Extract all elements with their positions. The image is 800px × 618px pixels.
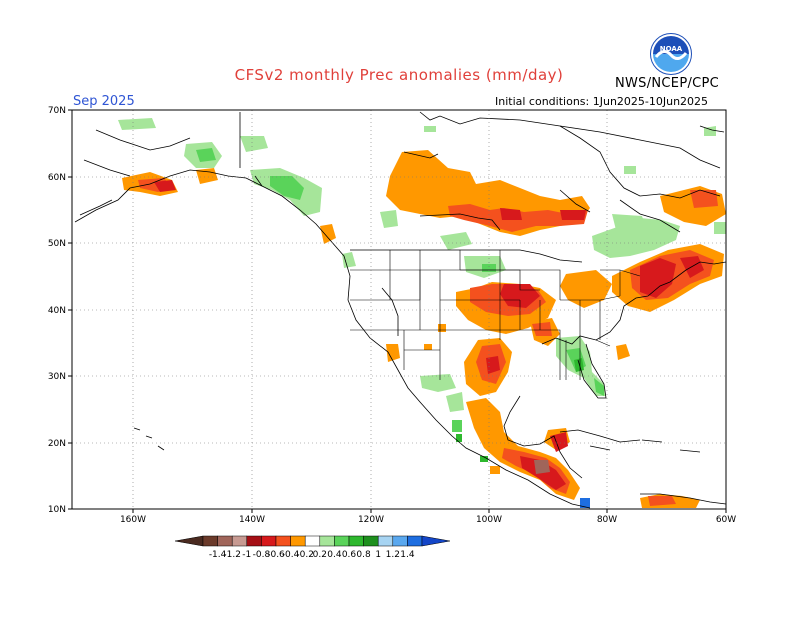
lat-label: 60N <box>48 173 66 183</box>
colorbar-low-arrow <box>174 535 204 547</box>
colorbar-label: -0.6 <box>267 550 285 560</box>
colorbar-swatch <box>334 535 350 547</box>
longitude-labels: 160W 140W 120W 100W 80W 60W <box>120 515 736 525</box>
colorbar-label: -1.2 <box>223 550 241 560</box>
colorbar-swatch <box>319 535 335 547</box>
agency-name: NWS/NCEP/CPC <box>615 76 720 91</box>
colorbar-label: 1.2 <box>386 550 400 560</box>
lat-label: 50N <box>48 239 66 249</box>
logo-text: NOAA <box>660 45 683 53</box>
colorbar-label: -1 <box>242 550 251 560</box>
latitude-labels: 70N 60N 50N 40N 30N 20N 10N <box>48 106 66 515</box>
lon-label: 80W <box>597 515 617 525</box>
state-borders <box>350 250 641 380</box>
lon-label: 100W <box>476 515 502 525</box>
colorbar-swatch <box>246 535 262 547</box>
colorbar-swatch <box>231 535 248 547</box>
lat-lon-grid <box>72 110 726 509</box>
colorbar-label: 0.4 <box>327 550 342 560</box>
colorbar-label: -0.4 <box>282 550 300 560</box>
colorbar-swatch <box>348 535 364 547</box>
initial-conditions: Initial conditions: 1Jun2025-10Jun2025 <box>495 95 709 108</box>
lon-label: 60W <box>716 515 736 525</box>
colorbar-swatch <box>304 535 321 547</box>
noaa-logo: NOAA <box>650 33 692 75</box>
map-title: CFSv2 monthly Prec anomalies (mm/day) <box>234 66 564 84</box>
colorbar-label: 1 <box>375 550 381 560</box>
colorbar-label: 0.2 <box>313 550 327 560</box>
colorbar-swatch <box>363 535 379 547</box>
colorbar-label: -0.2 <box>296 550 314 560</box>
colorbar-swatch <box>407 535 423 547</box>
coastlines <box>74 111 727 509</box>
colorbar: -1.4-1.2 -1 -0.8-0.6-0.4-0.20.2 0.4 0.6 0.8 1 1… <box>174 535 451 560</box>
lat-label: 30N <box>48 372 66 382</box>
colorbar-swatch <box>275 535 291 547</box>
lat-label: 70N <box>48 106 66 116</box>
colorbar-swatch <box>377 535 394 547</box>
colorbar-label: 0.8 <box>356 550 371 560</box>
lat-label: 40N <box>48 306 66 316</box>
lon-label: 140W <box>239 515 265 525</box>
colorbar-label: 1.4 <box>400 550 415 560</box>
colorbar-label: 0.6 <box>342 550 357 560</box>
anomaly-fields <box>118 118 726 508</box>
lat-label: 20N <box>48 439 66 449</box>
axis-ticks <box>68 109 727 513</box>
lon-label: 160W <box>120 515 146 525</box>
lon-label: 120W <box>358 515 384 525</box>
colorbar-label: -1.4 <box>209 550 227 560</box>
colorbar-swatch <box>290 535 306 547</box>
lat-label: 10N <box>48 505 66 515</box>
colorbar-swatch <box>392 535 408 547</box>
colorbar-label: -0.8 <box>253 550 271 560</box>
forecast-month: Sep 2025 <box>73 94 135 109</box>
colorbar-high-arrow <box>421 535 451 547</box>
colorbar-swatch <box>202 535 218 547</box>
colorbar-swatch <box>261 535 277 547</box>
colorbar-swatch <box>217 535 233 547</box>
